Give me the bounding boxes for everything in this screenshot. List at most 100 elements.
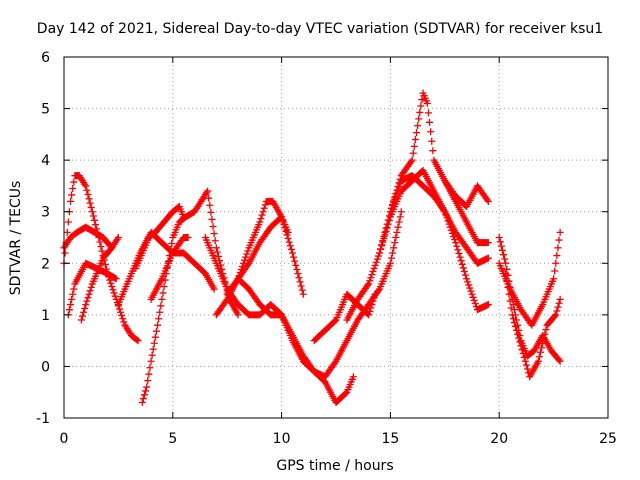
data-point bbox=[159, 289, 167, 297]
data-point bbox=[365, 280, 373, 288]
x-tick-label: 15 bbox=[381, 431, 399, 447]
data-point bbox=[368, 301, 376, 309]
y-tick-label: 2 bbox=[41, 256, 50, 272]
data-point bbox=[484, 301, 492, 309]
data-point bbox=[371, 290, 379, 298]
data-point bbox=[542, 326, 550, 334]
data-point bbox=[414, 122, 422, 130]
data-point bbox=[234, 311, 242, 319]
data-point bbox=[366, 277, 374, 285]
data-point bbox=[510, 319, 518, 327]
series-sat-g bbox=[132, 203, 188, 272]
data-point bbox=[554, 244, 562, 252]
data-point bbox=[395, 218, 403, 226]
data-point bbox=[108, 282, 116, 290]
data-point bbox=[149, 345, 157, 353]
data-point bbox=[108, 244, 116, 252]
data-point bbox=[81, 304, 89, 312]
data-point bbox=[119, 315, 127, 323]
data-point bbox=[484, 239, 492, 247]
data-point bbox=[376, 249, 384, 257]
data-point bbox=[454, 246, 462, 254]
tick-labels: 0 5 10 15 20 25 -1 0 1 2 3 4 5 6 bbox=[36, 50, 617, 447]
data-point bbox=[133, 336, 141, 344]
data-point bbox=[535, 353, 543, 361]
data-point bbox=[242, 253, 250, 261]
data-point bbox=[120, 318, 128, 326]
data-point bbox=[556, 228, 564, 236]
data-point bbox=[426, 118, 434, 126]
data-point bbox=[156, 308, 164, 316]
data-point bbox=[377, 245, 385, 253]
data-point bbox=[396, 213, 404, 221]
data-point bbox=[456, 253, 464, 261]
data-point bbox=[161, 276, 169, 284]
data-point bbox=[68, 295, 76, 303]
data-point bbox=[69, 185, 77, 193]
axis-ticks bbox=[63, 56, 609, 419]
data-point bbox=[292, 261, 300, 269]
data-point bbox=[503, 265, 511, 273]
data-point bbox=[97, 243, 105, 251]
data-point bbox=[213, 248, 221, 256]
data-point bbox=[369, 297, 377, 305]
series-sat-p bbox=[386, 89, 492, 247]
data-point bbox=[392, 190, 400, 198]
data-point bbox=[541, 330, 549, 338]
data-point bbox=[258, 211, 266, 219]
data-point bbox=[244, 261, 252, 269]
data-point bbox=[556, 357, 564, 365]
data-point bbox=[107, 245, 115, 253]
data-point bbox=[297, 282, 305, 290]
data-point bbox=[78, 312, 86, 320]
data-point bbox=[516, 338, 524, 346]
series-sat-s bbox=[502, 270, 564, 381]
data-point bbox=[80, 308, 88, 316]
data-point bbox=[550, 275, 558, 283]
series-sat-m bbox=[310, 290, 379, 345]
series-sat-h bbox=[147, 234, 192, 303]
data-point bbox=[291, 257, 299, 265]
data-point bbox=[92, 221, 100, 229]
data-point bbox=[500, 251, 508, 259]
series-sat-d bbox=[77, 244, 116, 324]
data-point bbox=[87, 203, 95, 211]
data-point bbox=[256, 218, 264, 226]
data-point bbox=[463, 275, 471, 283]
data-point bbox=[286, 242, 294, 250]
data-point bbox=[385, 212, 393, 220]
x-tick-label: 25 bbox=[599, 431, 617, 447]
data-point bbox=[464, 278, 472, 286]
data-point bbox=[70, 285, 78, 293]
data-point bbox=[68, 191, 76, 199]
data-point bbox=[284, 228, 292, 236]
data-point bbox=[155, 315, 163, 323]
data-point bbox=[208, 215, 216, 223]
data-point bbox=[85, 290, 93, 298]
data-point bbox=[110, 289, 118, 297]
data-point bbox=[453, 242, 461, 250]
data-point bbox=[391, 239, 399, 247]
data-point bbox=[210, 285, 218, 293]
data-point bbox=[513, 326, 521, 334]
data-point bbox=[365, 311, 373, 319]
data-point bbox=[390, 197, 398, 205]
data-point bbox=[83, 297, 91, 305]
data-point bbox=[299, 290, 307, 298]
data-point bbox=[554, 303, 562, 311]
data-point bbox=[63, 228, 71, 236]
y-tick-label: 3 bbox=[41, 205, 50, 221]
data-point bbox=[556, 295, 564, 303]
data-point bbox=[517, 342, 525, 350]
data-point bbox=[144, 377, 152, 385]
data-point bbox=[366, 307, 374, 315]
data-point bbox=[150, 339, 158, 347]
plot-frame bbox=[63, 56, 609, 419]
data-point bbox=[392, 234, 400, 241]
data-point bbox=[214, 252, 222, 260]
data-point bbox=[207, 208, 215, 216]
data-point bbox=[89, 212, 97, 220]
x-tick-label: 5 bbox=[168, 431, 177, 447]
